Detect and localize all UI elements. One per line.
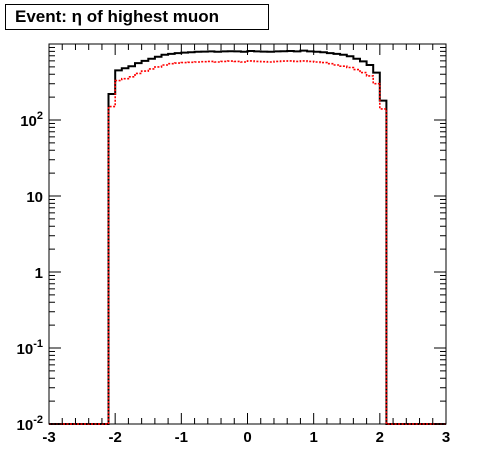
x-tick-label: 3 (442, 429, 450, 446)
y-tick-label: 10-2 (17, 414, 43, 434)
chart-title: Event: η of highest muon (5, 4, 269, 30)
histogram-series-2 (49, 60, 446, 425)
x-tick-label: -2 (108, 429, 121, 446)
y-tick-label: 1 (35, 265, 43, 282)
y-tick-label: 10-1 (17, 338, 43, 358)
x-tick-label: -1 (175, 429, 188, 446)
axis-layer: -3 -2 -1 0 1 2 3 10-2 10-1 1 10 102 (17, 44, 450, 446)
y-tick-label: 102 (20, 110, 43, 130)
x-tick-label: -3 (42, 429, 55, 446)
histogram-layer (49, 49, 446, 425)
y-tick-label: 10 (26, 189, 43, 206)
x-tick-label: 2 (376, 429, 384, 446)
x-tick-label: 0 (243, 429, 251, 446)
x-tick-label: 1 (309, 429, 317, 446)
